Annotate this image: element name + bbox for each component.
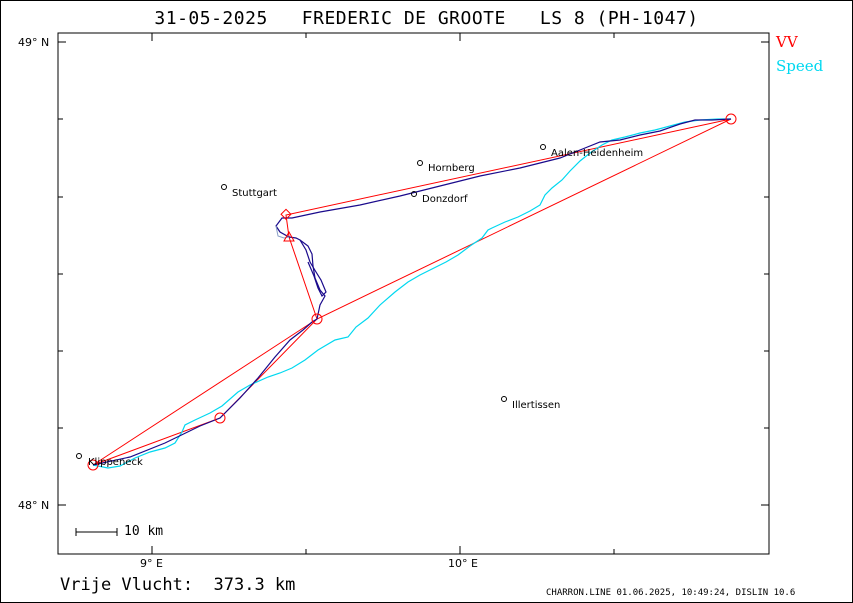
turnpoint-triangle bbox=[283, 230, 295, 242]
scale-label: 10 km bbox=[124, 524, 164, 539]
legend-vv: VV bbox=[776, 33, 798, 51]
town-label: Aalen-Heidenheim bbox=[551, 148, 643, 159]
axis-ticks bbox=[58, 33, 769, 554]
flight-track bbox=[92, 118, 732, 466]
town-illertissen: Illertissen bbox=[501, 396, 560, 411]
flight-track-loop bbox=[299, 239, 327, 298]
turnpoint-start-circle bbox=[87, 459, 99, 471]
free-flight-distance: Vrije Vlucht: 373.3 km bbox=[60, 575, 296, 595]
town-label: Illertissen bbox=[512, 400, 560, 411]
task-lines bbox=[92, 118, 732, 466]
plot-area bbox=[57, 32, 770, 555]
turnpoint-circle bbox=[311, 313, 323, 325]
lat-label-top: 49° N bbox=[18, 36, 50, 49]
town-label: Klippeneck bbox=[88, 457, 143, 468]
speed-track bbox=[92, 118, 731, 469]
legend-speed: Speed bbox=[776, 57, 824, 75]
town-stuttgart: Stuttgart bbox=[221, 184, 277, 199]
town-marker-icon bbox=[417, 160, 423, 166]
lat-label-bottom: 48° N bbox=[18, 499, 50, 512]
scale-bar bbox=[75, 528, 118, 536]
town-klippeneck: Klippeneck bbox=[76, 453, 143, 468]
towns: Stuttgart Hornberg Aalen-Heidenheim Donz… bbox=[76, 144, 643, 468]
lon-label-left: 9° E bbox=[140, 557, 163, 570]
town-marker-icon bbox=[76, 453, 82, 459]
footer-info: CHARRON.LINE 01.06.2025, 10:49:24, DISLI… bbox=[546, 588, 796, 598]
town-donzdorf: Donzdorf bbox=[411, 191, 468, 205]
town-marker-icon bbox=[411, 191, 417, 197]
turnpoint-diamond bbox=[280, 208, 292, 220]
town-marker-icon bbox=[540, 144, 546, 150]
town-aalen-heidenheim: Aalen-Heidenheim bbox=[540, 144, 643, 159]
turnpoint-circle bbox=[214, 412, 226, 424]
town-label: Donzdorf bbox=[422, 194, 468, 205]
map-title: 31-05-2025 FREDERIC DE GROOTE LS 8 (PH-1… bbox=[154, 8, 699, 29]
town-marker-icon bbox=[501, 396, 507, 402]
town-label: Hornberg bbox=[428, 163, 475, 174]
turnpoint-markers bbox=[87, 113, 737, 471]
town-hornberg: Hornberg bbox=[417, 160, 475, 174]
town-label: Stuttgart bbox=[232, 188, 277, 199]
turnpoint-circle bbox=[725, 113, 737, 125]
town-marker-icon bbox=[221, 184, 227, 190]
lon-label-right: 10° E bbox=[448, 557, 478, 570]
